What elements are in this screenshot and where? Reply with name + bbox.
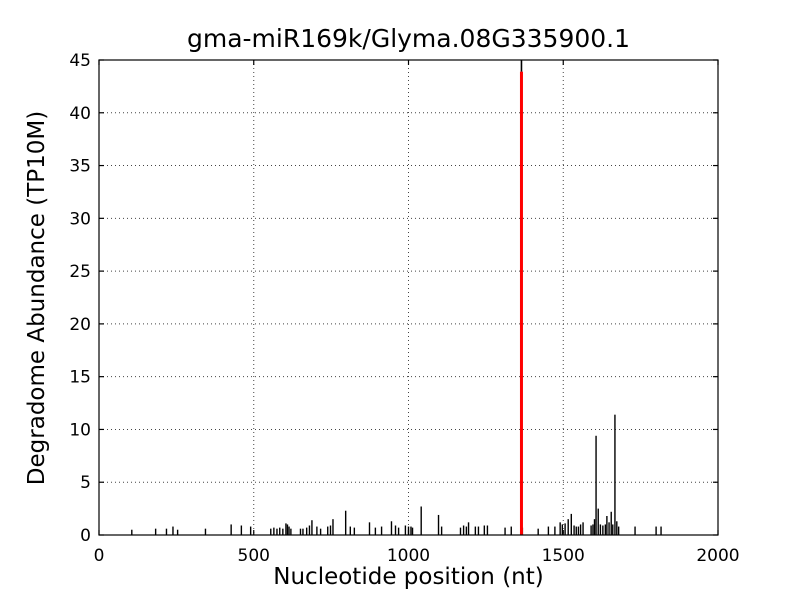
y-tick-label: 20 bbox=[69, 315, 91, 335]
y-tick-label: 25 bbox=[69, 262, 91, 282]
y-tick-label: 5 bbox=[80, 473, 91, 493]
y-tick-label: 10 bbox=[69, 420, 91, 440]
y-tick-label: 15 bbox=[69, 368, 91, 388]
x-tick-label: 500 bbox=[238, 546, 270, 566]
x-tick-label: 0 bbox=[94, 546, 105, 566]
y-tick-label: 0 bbox=[80, 526, 91, 546]
chart-title: gma-miR169k/Glyma.08G335900.1 bbox=[186, 24, 631, 53]
axes-border bbox=[98, 59, 719, 536]
y-tick-label: 35 bbox=[69, 157, 91, 177]
y-tick-label: 40 bbox=[69, 104, 91, 124]
x-axis-label: Nucleotide position (nt) bbox=[273, 564, 544, 590]
x-tick-label: 2000 bbox=[696, 546, 739, 566]
y-tick-label: 30 bbox=[69, 209, 91, 229]
x-tick-label: 1500 bbox=[542, 546, 585, 566]
y-tick-label: 45 bbox=[69, 51, 91, 71]
x-tick-label: 1000 bbox=[387, 546, 430, 566]
